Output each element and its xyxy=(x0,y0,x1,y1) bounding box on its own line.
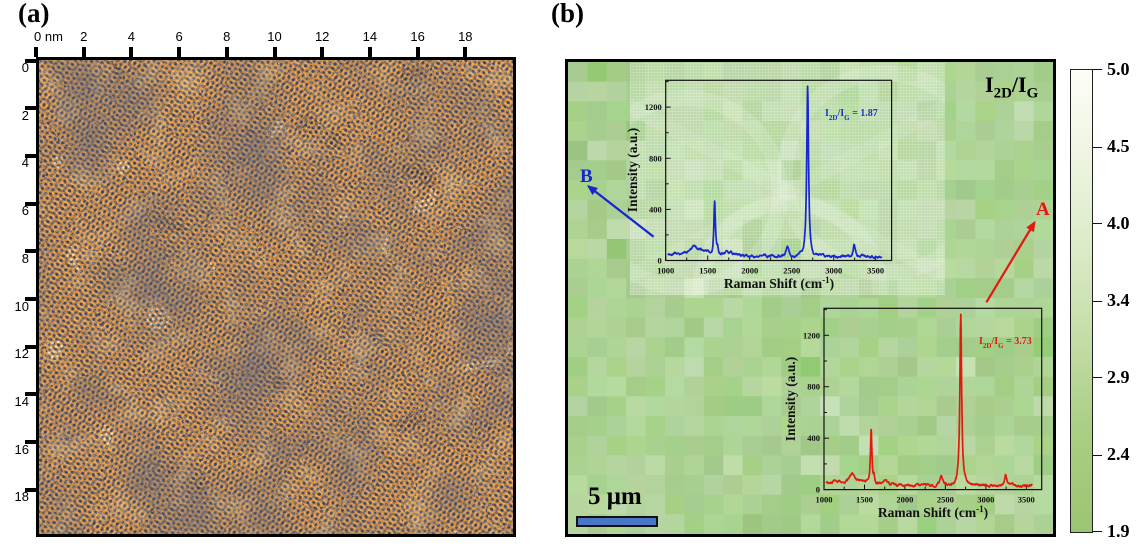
svg-text:3000: 3000 xyxy=(977,495,994,505)
svg-text:2000: 2000 xyxy=(896,495,913,505)
svg-text:3500: 3500 xyxy=(1018,495,1035,505)
svg-text:Intensity (a.u.): Intensity (a.u.) xyxy=(625,128,640,212)
svg-text:Raman Shift (cm-1): Raman Shift (cm-1) xyxy=(878,504,988,520)
svg-text:2500: 2500 xyxy=(937,495,954,505)
svg-text:400: 400 xyxy=(649,204,662,214)
svg-text:2500: 2500 xyxy=(783,266,800,276)
svg-text:I2D/IG = 1.87: I2D/IG = 1.87 xyxy=(825,108,878,122)
svg-text:1000: 1000 xyxy=(816,495,833,505)
svg-text:3500: 3500 xyxy=(867,266,884,276)
svg-text:I2D/IG = 3.73: I2D/IG = 3.73 xyxy=(979,336,1032,350)
svg-text:1500: 1500 xyxy=(699,266,716,276)
svg-text:1200: 1200 xyxy=(803,330,820,340)
svg-text:3000: 3000 xyxy=(825,266,842,276)
svg-text:1000: 1000 xyxy=(657,266,674,276)
svg-text:800: 800 xyxy=(649,153,662,163)
svg-text:Intensity (a.u.): Intensity (a.u.) xyxy=(783,357,798,441)
svg-text:0: 0 xyxy=(816,485,820,495)
svg-text:1500: 1500 xyxy=(856,495,873,505)
svg-text:800: 800 xyxy=(807,382,820,392)
svg-text:2000: 2000 xyxy=(741,266,758,276)
svg-text:1200: 1200 xyxy=(645,102,662,112)
svg-text:Raman Shift (cm-1): Raman Shift (cm-1) xyxy=(724,275,834,291)
svg-text:0: 0 xyxy=(657,256,661,266)
svg-text:400: 400 xyxy=(807,433,820,443)
